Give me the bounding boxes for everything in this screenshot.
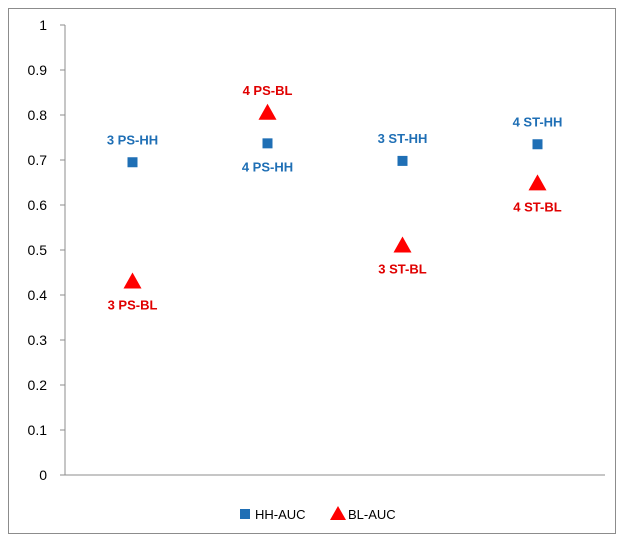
- point-label: 3 PS-HH: [107, 132, 158, 147]
- y-tick-label: 0.7: [28, 152, 48, 168]
- axes: 0 0.1 0.2 0.3 0.4 0.5 0.6 0.7 0.8 0.9 1: [28, 17, 605, 483]
- y-tick-label: 1: [39, 17, 47, 33]
- point-label: 4 ST-HH: [513, 114, 563, 129]
- point-label: 4 PS-BL: [243, 83, 293, 98]
- point-label: 3 ST-BL: [378, 262, 426, 277]
- point-label: 3 ST-HH: [378, 131, 428, 146]
- bl-auc-point: [258, 103, 277, 120]
- y-tick-label: 0.4: [28, 287, 48, 303]
- y-tick-label: 0.5: [28, 242, 48, 258]
- point-label: 3 PS-BL: [108, 298, 158, 313]
- legend-square-icon: [240, 509, 250, 519]
- legend: HH-AUC BL-AUC: [240, 506, 396, 522]
- chart-frame: [8, 8, 616, 534]
- point-label: 4 ST-BL: [513, 199, 561, 214]
- data-marks: 3 PS-HH 4 PS-HH 3 ST-HH 4 ST-HH 3 PS-BL 4 PS-…: [107, 83, 563, 313]
- y-tick-label: 0.6: [28, 197, 48, 213]
- y-tick-label: 0.2: [28, 377, 48, 393]
- hh-auc-point: [397, 155, 408, 166]
- bl-auc-point: [123, 272, 142, 289]
- y-tick-label: 0.8: [28, 107, 48, 123]
- legend-triangle-icon: [330, 506, 346, 520]
- y-tick-label: 0: [39, 467, 47, 483]
- point-label: 4 PS-HH: [242, 159, 293, 174]
- bl-auc-point: [393, 236, 412, 253]
- legend-label-hh-auc: HH-AUC: [255, 507, 306, 522]
- y-tick-label: 0.1: [28, 422, 48, 438]
- y-tick-label: 0.9: [28, 62, 48, 78]
- bl-auc-point: [528, 174, 547, 191]
- hh-auc-point: [127, 157, 138, 168]
- hh-auc-point: [532, 139, 543, 150]
- y-tick-label: 0.3: [28, 332, 48, 348]
- hh-auc-point: [262, 138, 273, 149]
- legend-label-bl-auc: BL-AUC: [348, 507, 396, 522]
